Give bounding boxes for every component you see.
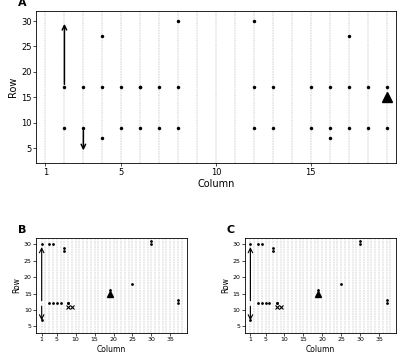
X-axis label: Column: Column	[97, 345, 126, 354]
X-axis label: Column: Column	[306, 345, 335, 354]
Text: A: A	[18, 0, 27, 8]
Y-axis label: Row: Row	[8, 77, 18, 97]
Y-axis label: Row: Row	[12, 277, 21, 293]
Text: B: B	[18, 225, 26, 235]
Y-axis label: Row: Row	[221, 277, 230, 293]
Text: C: C	[226, 225, 235, 235]
X-axis label: Column: Column	[197, 179, 235, 189]
